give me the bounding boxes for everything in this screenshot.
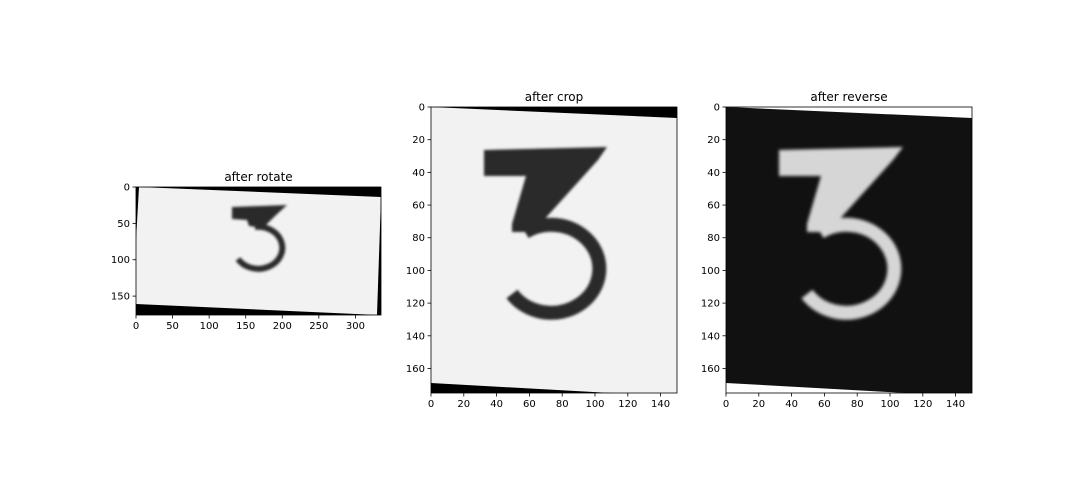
panel-title: after reverse <box>810 90 887 104</box>
y-tick-label: 40 <box>412 168 425 179</box>
panel-after-reverse: 0 20 40 60 80 100 120 140 0 20 40 60 80 100 120 140 160… <box>701 90 973 410</box>
y-tick-label: 160 <box>406 364 425 375</box>
y-tick-label: 100 <box>701 266 720 277</box>
y-axis: 0 50 100 150 <box>111 183 136 303</box>
x-axis: 0 20 40 60 80 100 120 140 <box>428 393 670 410</box>
rotation-fill-left <box>136 187 139 240</box>
y-tick-label: 100 <box>406 266 425 277</box>
x-tick-label: 20 <box>752 399 765 410</box>
x-tick-label: 40 <box>490 399 503 410</box>
plot-frame <box>725 106 973 394</box>
x-tick-label: 100 <box>585 399 604 410</box>
x-tick-label: 150 <box>236 321 255 332</box>
x-tick-label: 200 <box>273 321 292 332</box>
y-axis: 0 20 40 60 80 100 120 140 160 <box>701 103 726 375</box>
x-tick-label: 20 <box>457 399 470 410</box>
x-tick-label: 0 <box>723 399 729 410</box>
y-tick-label: 40 <box>707 168 720 179</box>
x-axis: 0 20 40 60 80 100 120 140 <box>723 393 965 410</box>
image-after-reverse <box>726 107 972 393</box>
panel-after-crop: 0 20 40 60 80 100 120 140 0 20 40 60 80 100 120 140 160… <box>406 90 678 410</box>
rotation-fill-bottom <box>136 304 378 315</box>
y-tick-label: 20 <box>707 135 720 146</box>
y-tick-label: 60 <box>412 201 425 212</box>
y-tick-label: 80 <box>412 233 425 244</box>
y-tick-label: 0 <box>714 103 720 114</box>
x-tick-label: 250 <box>309 321 328 332</box>
y-tick-label: 0 <box>419 103 425 114</box>
y-axis: 0 20 40 60 80 100 120 140 160 <box>406 103 431 375</box>
y-tick-label: 150 <box>111 292 130 303</box>
digit-3-glyph <box>232 205 287 272</box>
y-tick-label: 0 <box>124 183 130 194</box>
plot-frame <box>135 186 382 316</box>
digit-3-glyph <box>484 147 607 320</box>
image-after-crop <box>431 107 677 393</box>
y-tick-label: 160 <box>701 364 720 375</box>
panel-after-rotate: 0 50 100 150 200 250 300 0 50 100 150 after rotat… <box>111 170 382 332</box>
y-tick-label: 60 <box>707 201 720 212</box>
x-tick-label: 140 <box>946 399 965 410</box>
y-tick-label: 140 <box>406 331 425 342</box>
y-tick-label: 50 <box>117 219 130 230</box>
x-tick-label: 300 <box>346 321 365 332</box>
x-tick-label: 0 <box>428 399 434 410</box>
digit-3-glyph <box>779 147 903 320</box>
panel-title: after crop <box>525 90 583 104</box>
y-tick-label: 80 <box>707 233 720 244</box>
rotation-fill-right <box>377 197 381 315</box>
x-tick-label: 80 <box>851 399 864 410</box>
x-tick-label: 120 <box>913 399 932 410</box>
x-tick-label: 60 <box>523 399 536 410</box>
panel-title: after rotate <box>224 170 292 184</box>
x-tick-label: 140 <box>651 399 670 410</box>
y-tick-label: 120 <box>701 299 720 310</box>
rotation-fill-top <box>431 107 677 118</box>
x-tick-label: 80 <box>556 399 569 410</box>
x-axis: 0 50 100 150 200 250 300 <box>133 315 365 332</box>
x-tick-label: 60 <box>818 399 831 410</box>
rotation-fill-top <box>726 107 972 118</box>
rotation-fill-bottom <box>726 383 906 393</box>
x-tick-label: 40 <box>785 399 798 410</box>
x-tick-label: 100 <box>200 321 219 332</box>
x-tick-label: 120 <box>618 399 637 410</box>
y-tick-label: 120 <box>406 299 425 310</box>
y-tick-label: 20 <box>412 135 425 146</box>
y-tick-label: 140 <box>701 331 720 342</box>
x-tick-label: 100 <box>880 399 899 410</box>
x-tick-label: 50 <box>166 321 179 332</box>
image-after-rotate <box>136 187 381 315</box>
plot-frame <box>430 106 678 394</box>
x-tick-label: 0 <box>133 321 139 332</box>
y-tick-label: 100 <box>111 255 130 266</box>
rotation-fill-top <box>136 187 381 197</box>
rotation-fill-bottom <box>431 383 611 393</box>
